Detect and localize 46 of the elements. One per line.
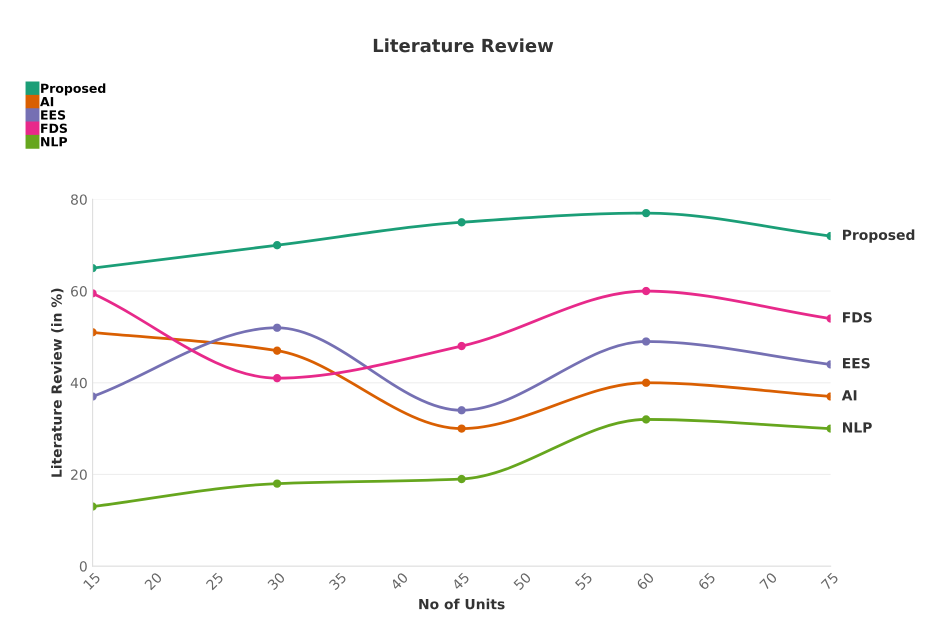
x-tick-label: 50 [513, 572, 532, 590]
y-tick-label: 0 [80, 561, 87, 572]
y-tick-label: 80 [71, 194, 87, 205]
x-tick-label: 75 [820, 572, 839, 590]
x-tick-label: 70 [759, 572, 778, 590]
y-tick-label: 40 [70, 378, 87, 388]
legend-label: AI [40, 97, 54, 106]
point [642, 286, 650, 296]
x-tick-label: 15 [82, 572, 101, 590]
point [642, 378, 650, 387]
x-tick-label: 35 [328, 572, 347, 590]
x-tick-label: 20 [144, 572, 163, 590]
y-tick-label: 20 [71, 469, 87, 480]
text: Proposed [843, 229, 914, 243]
legend-label: Proposed [41, 83, 106, 96]
point [457, 406, 466, 414]
point [457, 218, 466, 226]
point [457, 424, 466, 433]
legend-label: EES [41, 110, 66, 120]
point [272, 346, 282, 355]
x-tick-label: 60 [636, 572, 655, 590]
y-axis-title: Literature Review (in %) [51, 288, 64, 477]
x-tick-label: 65 [697, 572, 716, 590]
x-tick-label: 45 [451, 572, 470, 591]
legend-label: NLP [41, 137, 68, 146]
x-axis-title: No of Units [419, 598, 505, 610]
point [457, 342, 466, 350]
legend-label: FDS [41, 124, 67, 134]
point [272, 374, 282, 382]
point [272, 241, 282, 250]
point [642, 337, 650, 346]
text: FDS [843, 312, 872, 323]
chart-title: Literature Review [374, 38, 554, 52]
point [642, 208, 650, 218]
point [272, 324, 282, 332]
point [457, 474, 466, 484]
x-tick-label: 40 [390, 572, 409, 591]
text: NLP [843, 422, 872, 432]
x-tick-label: 55 [574, 572, 593, 590]
text: EES [843, 358, 870, 368]
x-tick-label: 25 [205, 572, 224, 590]
text: AI [842, 390, 856, 400]
point [272, 479, 282, 488]
point [642, 415, 650, 424]
x-tick-label: 30 [267, 572, 286, 590]
y-tick-label: 60 [71, 286, 87, 297]
